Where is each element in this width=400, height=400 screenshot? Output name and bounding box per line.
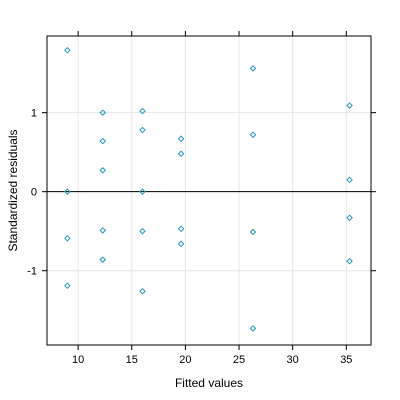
x-tick-label: 30 [287,354,299,366]
x-tick-label: 10 [72,354,84,366]
data-point [177,225,185,233]
x-tick-label: 25 [233,354,245,366]
data-point [177,150,185,158]
x-axis-title: Fitted values [175,376,243,390]
data-point [139,227,146,235]
data-point [99,137,107,145]
data-point [64,46,71,54]
y-tick-label: 1 [31,108,37,120]
y-tick-label: 0 [31,187,37,199]
plot-frame [46,35,372,346]
data-point [177,240,185,248]
axis-ticks [42,31,376,350]
axis-tick-labels: 10 15 20 25 30 35 -1 0 1 [27,108,352,366]
data-point [249,65,257,72]
data-points [64,46,353,332]
data-point [346,102,353,109]
data-point [177,135,185,143]
data-point [64,235,71,242]
data-point [99,167,107,174]
data-point [249,131,257,139]
data-point [64,282,71,290]
data-point [64,188,71,195]
x-tick-label: 15 [126,354,138,366]
data-point [99,227,107,234]
data-point [139,188,146,195]
x-tick-label: 20 [179,354,191,366]
y-tick-label: -1 [27,266,37,278]
data-point [139,126,146,134]
data-point [249,228,257,236]
data-point [346,176,353,184]
data-point [249,325,257,332]
data-point [346,214,353,222]
data-point [99,109,107,116]
x-tick-label: 35 [340,354,352,366]
data-point [346,257,353,265]
gridlines [47,36,371,345]
data-point [139,287,146,295]
data-point [99,256,107,263]
y-axis-title: Standardized residuals [6,129,20,251]
data-point [139,107,146,115]
